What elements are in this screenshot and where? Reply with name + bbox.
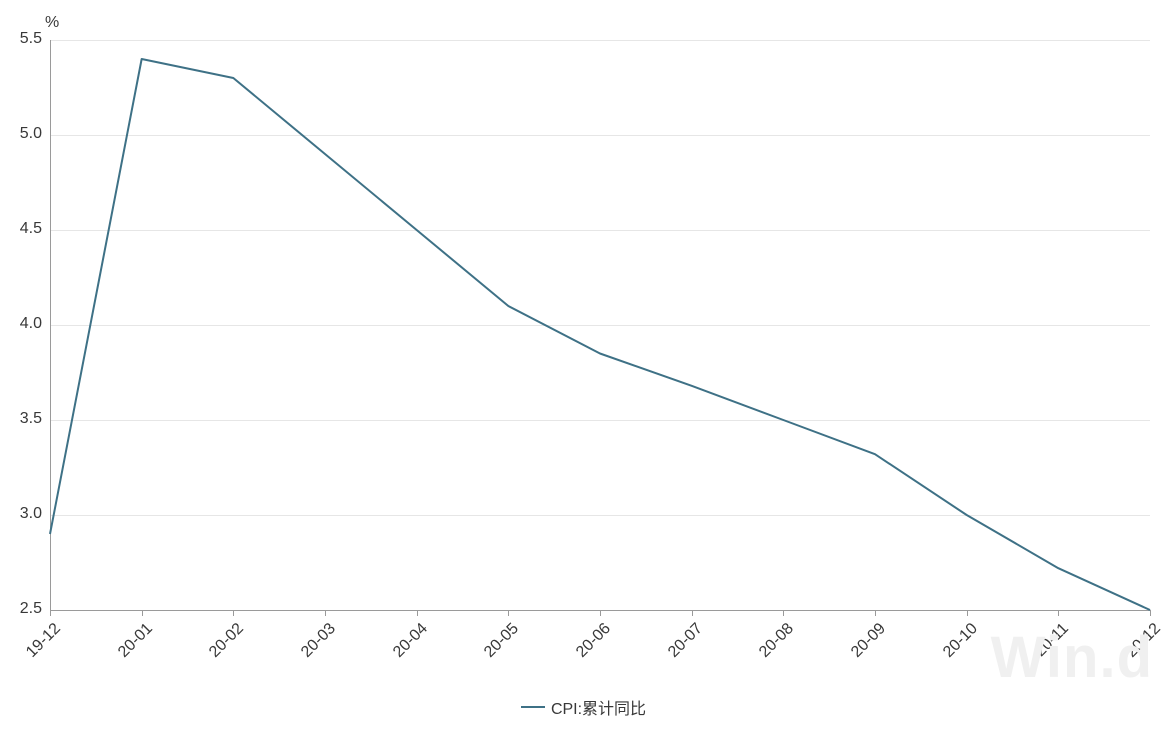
watermark: Win.d xyxy=(991,624,1153,691)
legend: CPI:累计同比 xyxy=(0,695,1167,719)
cpi-line-chart: % 2.53.03.54.04.55.05.5 19-1220-0120-022… xyxy=(0,0,1167,733)
legend-label: CPI:累计同比 xyxy=(551,695,646,719)
legend-swatch xyxy=(521,706,545,708)
series-line xyxy=(50,59,1150,610)
